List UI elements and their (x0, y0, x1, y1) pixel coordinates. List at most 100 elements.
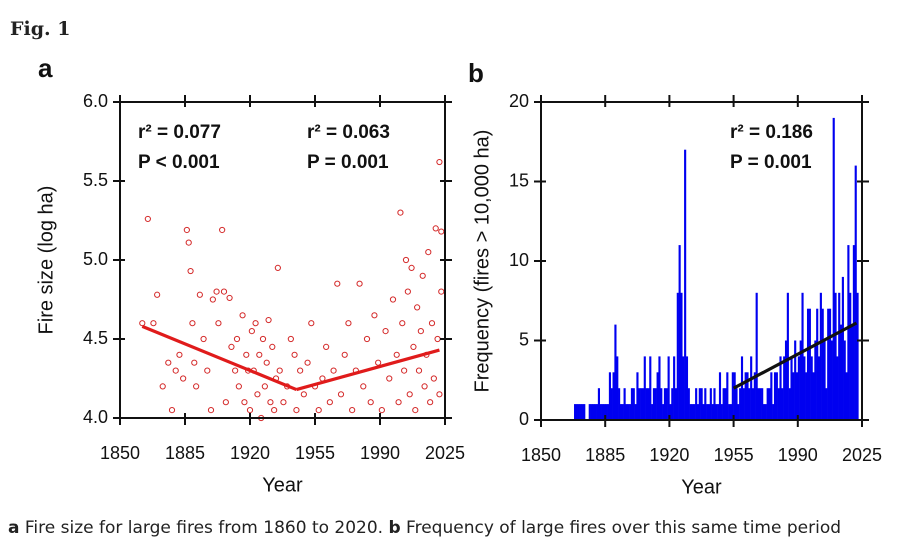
bar (671, 388, 674, 420)
bar (625, 404, 628, 420)
bar (849, 292, 852, 420)
scatter-point (308, 320, 315, 327)
bar (658, 356, 661, 420)
bar (656, 372, 659, 420)
bar (645, 388, 648, 420)
scatter-point (256, 351, 263, 358)
bar (720, 404, 723, 420)
bar (682, 356, 685, 420)
bar (838, 292, 841, 420)
x-axis-title: Year (681, 476, 722, 498)
bar (832, 117, 835, 421)
bar (843, 340, 846, 420)
scatter-point (271, 407, 278, 414)
chart: 4.0 4.5 5.0 5.5 6.0 1850 1885 1920 1955 1990 2025 Y… (35, 53, 465, 496)
bar (660, 388, 663, 420)
bar (715, 404, 718, 420)
bar (596, 404, 599, 420)
scatter-point (425, 249, 432, 256)
scatter-point (228, 343, 235, 350)
y-tick-label: 15 (509, 170, 529, 190)
x-tick-label: 1990 (778, 445, 818, 465)
scatter-point (410, 343, 417, 350)
bar (854, 165, 857, 420)
bar (852, 245, 855, 420)
bar (607, 404, 610, 420)
scatter-point (226, 294, 233, 302)
scatter-point (159, 383, 166, 390)
y-tick-label: 20 (509, 91, 529, 111)
bar (823, 340, 826, 420)
bar (739, 388, 742, 420)
scatter-point (408, 264, 415, 271)
x-tick-label: 1885 (585, 445, 625, 465)
bar (794, 340, 797, 420)
scatter-point (371, 312, 378, 319)
bar (663, 388, 667, 420)
scatter-point (213, 288, 220, 295)
bar (753, 372, 756, 420)
x-tick-label: 1955 (295, 443, 335, 463)
bar (630, 388, 634, 420)
x-tick-label: 1990 (360, 443, 400, 463)
bar (761, 388, 764, 420)
scatter-point (154, 291, 161, 298)
chart: 0 5 10 15 20 1850 1885 1920 1955 1990 2025 Year Freq… (468, 58, 882, 498)
caption-segment: b (388, 518, 401, 538)
x-axis-title: Year (262, 474, 303, 496)
bar (654, 388, 657, 420)
y-tick-label: 5 (519, 329, 529, 349)
scatter-point (427, 399, 434, 406)
bar (709, 388, 712, 420)
figure: 4.0 4.5 5.0 5.5 6.0 1850 1885 1920 1955 1990 2025 Y… (35, 53, 882, 498)
bar (698, 388, 701, 420)
scatter-point (438, 228, 445, 235)
annotation: P = 0.001 (730, 152, 812, 173)
scatter-point (382, 328, 389, 335)
bar (779, 356, 782, 420)
bar (702, 404, 705, 420)
scatter-point (337, 391, 345, 398)
bar (684, 149, 687, 420)
bar (588, 404, 591, 420)
bar (841, 276, 844, 420)
bar (601, 404, 604, 420)
scatter-point (252, 320, 259, 327)
bar (751, 388, 755, 420)
bar (814, 340, 817, 420)
scatter-point (248, 328, 255, 335)
scatter-point (232, 367, 239, 374)
panel-label: b (468, 58, 484, 88)
bar (805, 372, 808, 420)
scatter-point (386, 375, 393, 382)
scatter-point (326, 399, 333, 406)
scatter-point (334, 280, 341, 287)
bar (744, 372, 747, 420)
scatter-point (397, 209, 404, 216)
scatter-point (191, 359, 198, 366)
scatter-point (417, 328, 424, 335)
scatter-point (438, 288, 445, 295)
bar (735, 388, 738, 420)
bar (836, 356, 839, 420)
annotation: r² = 0.077 (138, 122, 221, 143)
bar (629, 404, 632, 420)
bar (704, 388, 707, 420)
x-tick-label: 2025 (842, 445, 882, 465)
scatter-point (168, 407, 176, 414)
scatter-point (389, 296, 397, 303)
scatter-point (341, 351, 348, 358)
fit-line (296, 348, 440, 392)
annotation: P = 0.001 (307, 152, 389, 173)
bar (627, 404, 630, 420)
y-tick-label: 0 (519, 409, 529, 429)
bar (614, 324, 617, 420)
bar (801, 292, 804, 420)
scatter-point (291, 351, 298, 358)
bar (575, 404, 578, 420)
bar (696, 404, 700, 420)
annotation: r² = 0.063 (307, 122, 390, 143)
bar (770, 372, 773, 420)
bar (669, 404, 672, 420)
bar (729, 404, 733, 420)
